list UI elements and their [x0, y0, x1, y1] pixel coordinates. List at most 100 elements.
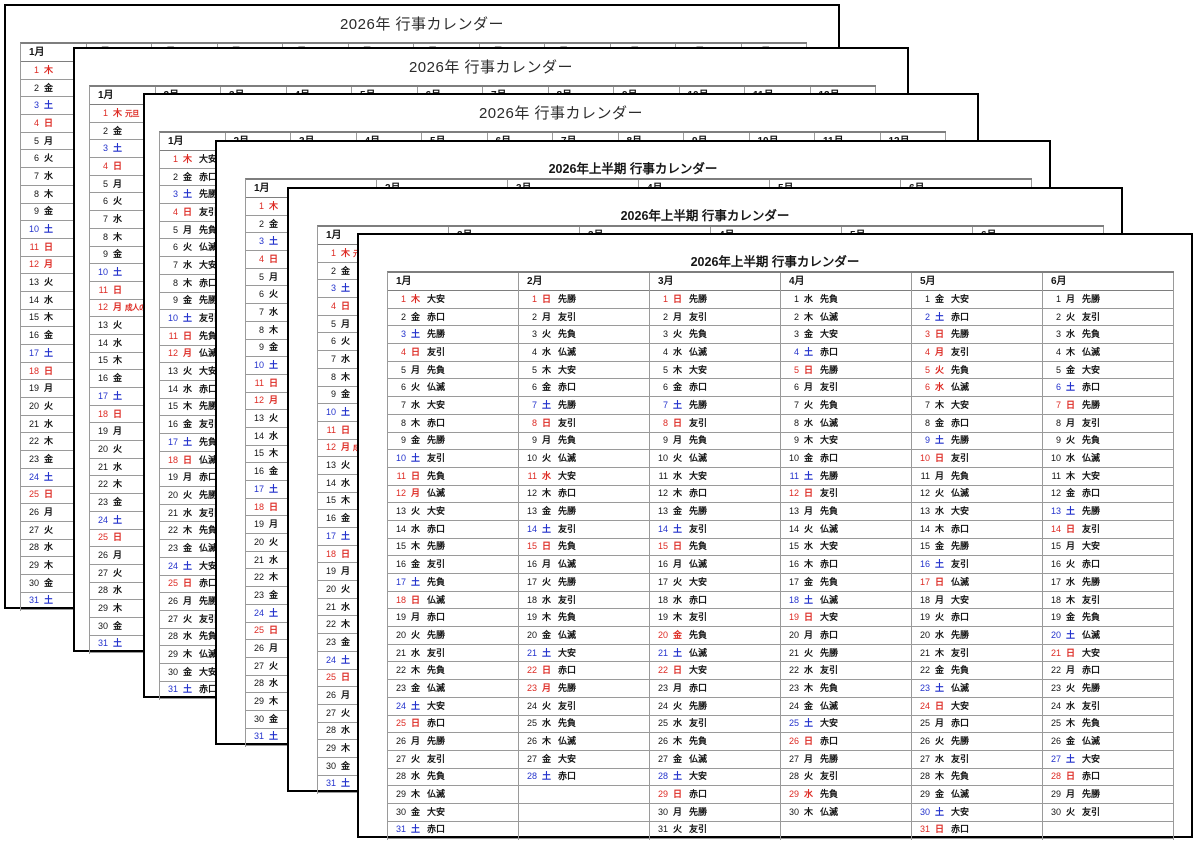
- day-number: 18: [526, 594, 537, 605]
- day-number: 31: [167, 684, 178, 695]
- rokuyo-label: 友引: [820, 382, 839, 393]
- weekday-label: 金: [935, 665, 945, 676]
- weekday-label: 土: [935, 806, 945, 817]
- rokuyo-label: 先勝: [951, 435, 970, 446]
- weekday-label: 水: [411, 523, 421, 534]
- rokuyo-label: 赤口: [427, 824, 446, 835]
- rokuyo-label: 友引: [1082, 417, 1101, 428]
- day-row: [781, 822, 911, 840]
- day-number: 7: [531, 399, 537, 410]
- day-number: 14: [1050, 523, 1061, 534]
- weekday-label: 日: [935, 453, 945, 464]
- rokuyo-label: 赤口: [689, 382, 708, 393]
- weekday-label: 木: [113, 355, 123, 366]
- weekday-label: 火: [183, 613, 193, 624]
- day-number: 3: [400, 329, 406, 340]
- day-row: 3 日先勝: [912, 326, 1042, 345]
- rokuyo-label: 友引: [427, 453, 446, 464]
- weekday-label: 月: [183, 224, 193, 235]
- day-row: 16 金友引: [160, 416, 225, 434]
- rokuyo-label: 大安: [558, 470, 577, 481]
- day-row: 4 水仏滅: [650, 344, 780, 362]
- day-row: 18 日: [21, 363, 86, 381]
- weekday-label: 水: [341, 725, 351, 736]
- weekday-label: 火: [935, 612, 945, 623]
- month-header: 1月: [21, 44, 86, 62]
- page-title: 2026年上半期 行事カレンダー: [690, 255, 860, 269]
- day-number: 25: [97, 532, 108, 543]
- day-number: 31: [253, 731, 264, 742]
- weekday-label: 土: [113, 514, 123, 525]
- rokuyo-label: 友引: [199, 613, 218, 624]
- day-number: 28: [788, 771, 799, 782]
- rokuyo-label: 大安: [689, 665, 708, 676]
- weekday-label: 金: [341, 636, 351, 647]
- day-row: 10 水仏滅: [1043, 450, 1173, 468]
- weekday-label: 日: [183, 454, 193, 465]
- weekday-label: 日: [183, 578, 193, 589]
- weekday-label: 日: [411, 718, 421, 729]
- weekday-label: 水: [44, 170, 54, 181]
- page-title: 2026年上半期 行事カレンダー: [548, 162, 718, 176]
- day-number: 21: [788, 647, 799, 658]
- weekday-label: 金: [1066, 488, 1076, 499]
- rokuyo-label: 先勝: [427, 329, 446, 340]
- weekday-label: 金: [269, 713, 279, 724]
- day-number: 14: [526, 523, 537, 534]
- day-number: 7: [330, 353, 336, 364]
- weekday-label: 土: [341, 407, 351, 418]
- day-number: 14: [28, 294, 39, 305]
- day-number: 4: [924, 346, 930, 357]
- rokuyo-label: 先勝: [951, 629, 970, 640]
- day-row: 1 金大安: [912, 291, 1042, 309]
- weekday-label: 火: [44, 153, 54, 164]
- weekday-label: 水: [113, 213, 123, 224]
- weekday-label: 日: [269, 377, 279, 388]
- day-row: 24 土: [90, 512, 155, 530]
- day-number: 12: [325, 442, 336, 453]
- rokuyo-label: 仏滅: [427, 488, 446, 499]
- weekday-label: 火: [935, 364, 945, 375]
- day-number: 26: [167, 596, 178, 607]
- day-number: 11: [527, 470, 537, 481]
- rokuyo-label: 先負: [951, 771, 970, 782]
- weekday-label: 土: [113, 638, 123, 649]
- weekday-label: 月: [804, 753, 814, 764]
- weekday-label: 月: [411, 612, 421, 623]
- weekday-label: 金: [804, 453, 814, 464]
- rokuyo-label: 先負: [199, 436, 218, 447]
- day-number: 21: [395, 647, 406, 658]
- weekday-label: 土: [44, 595, 54, 606]
- day-number: 28: [325, 725, 336, 736]
- day-number: 29: [657, 789, 668, 800]
- day-row: 13 土先勝: [1043, 503, 1173, 521]
- day-row: 23 火先勝: [1043, 680, 1173, 698]
- day-row: 15 木: [21, 310, 86, 328]
- day-row: 23 月先勝: [519, 680, 649, 698]
- weekday-label: 火: [673, 329, 683, 340]
- day-number: 25: [395, 718, 406, 729]
- weekday-label: 日: [341, 548, 351, 559]
- weekday-label: 火: [341, 583, 351, 594]
- day-row: 13 金先勝: [519, 503, 649, 521]
- weekday-label: 金: [44, 453, 54, 464]
- day-number: 4: [258, 253, 264, 264]
- day-number: 26: [97, 550, 108, 561]
- day-number: 24: [919, 700, 930, 711]
- weekday-label: 木: [341, 619, 351, 630]
- weekday-label: 木: [1066, 470, 1076, 481]
- weekday-label: 月: [935, 346, 945, 357]
- day-number: 17: [167, 436, 178, 447]
- day-row: 22 木先負: [388, 662, 518, 681]
- weekday-label: 火: [804, 523, 814, 534]
- day-row: 10 金赤口: [781, 450, 911, 468]
- day-number: 1: [793, 293, 799, 304]
- weekday-label: 月: [542, 682, 552, 693]
- weekday-label: 金: [1066, 612, 1076, 623]
- rokuyo-label: 赤口: [427, 612, 446, 623]
- day-row: 20 火: [90, 441, 155, 459]
- weekday-label: 木: [935, 771, 945, 782]
- day-row: 20 土仏滅: [1043, 627, 1173, 645]
- weekday-label: 木: [1066, 594, 1076, 605]
